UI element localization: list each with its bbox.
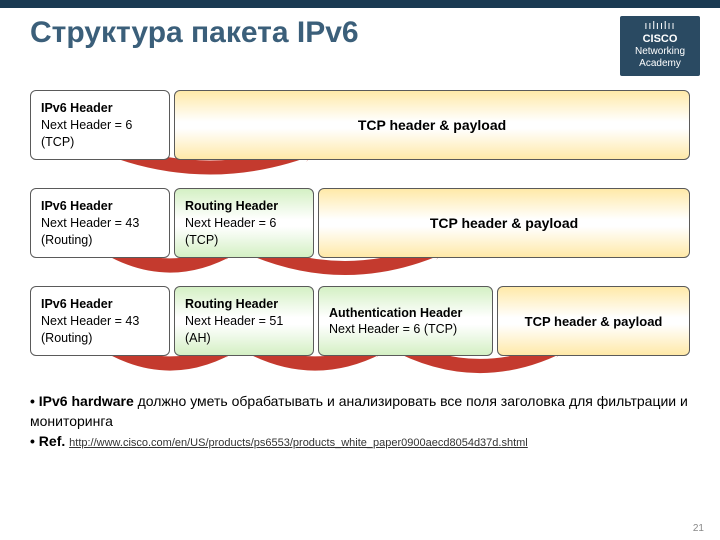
payload-box: TCP header & payload — [497, 286, 690, 356]
box-line1: Next Header = 43 — [41, 313, 159, 330]
box-line2: (TCP) — [185, 232, 303, 249]
header: Структура пакета IPv6 ıılıılıı CISCO Net… — [0, 8, 720, 80]
routing-header-box: Routing Header Next Header = 51 (AH) — [174, 286, 314, 356]
payload-label: TCP header & payload — [525, 314, 663, 329]
notes-section: • IPv6 hardware должно уметь обрабатыват… — [0, 384, 720, 451]
page-number: 21 — [693, 523, 704, 534]
row-3: IPv6 Header Next Header = 43 (Routing) R… — [30, 286, 690, 356]
bullet-2: • Ref. http://www.cisco.com/en/US/produc… — [30, 432, 690, 452]
box-line1: Next Header = 6 (TCP) — [329, 321, 482, 338]
auth-header-box: Authentication Header Next Header = 6 (T… — [318, 286, 493, 356]
row-1: IPv6 Header Next Header = 6 (TCP) TCP he… — [30, 90, 690, 160]
box-title: IPv6 Header — [41, 296, 159, 313]
bullet-1: • IPv6 hardware должно уметь обрабатыват… — [30, 392, 690, 431]
box-line1: Next Header = 51 — [185, 313, 303, 330]
payload-label: TCP header & payload — [430, 215, 578, 231]
box-line2: (Routing) — [41, 330, 159, 347]
bullet1-bold: • IPv6 hardware — [30, 393, 134, 409]
box-title: IPv6 Header — [41, 198, 159, 215]
box-line2: (Routing) — [41, 232, 159, 249]
ref-link[interactable]: http://www.cisco.com/en/US/products/ps65… — [69, 437, 528, 449]
ipv6-header-box: IPv6 Header Next Header = 43 (Routing) — [30, 188, 170, 258]
cisco-bars-icon: ıılıılıı — [630, 20, 690, 33]
box-title: Authentication Header — [329, 305, 482, 322]
logo-sub1: Networking — [630, 46, 690, 58]
box-line2: (AH) — [185, 330, 303, 347]
top-bar — [0, 0, 720, 8]
logo-sub2: Academy — [630, 58, 690, 70]
diagram-area: IPv6 Header Next Header = 6 (TCP) TCP he… — [0, 80, 720, 356]
payload-label: TCP header & payload — [358, 117, 506, 133]
payload-box: TCP header & payload — [318, 188, 690, 258]
cisco-logo: ıılıılıı CISCO Networking Academy — [620, 16, 700, 76]
ipv6-header-box: IPv6 Header Next Header = 43 (Routing) — [30, 286, 170, 356]
logo-brand: CISCO — [630, 33, 690, 46]
bullet2-label: • Ref. — [30, 433, 69, 449]
payload-box: TCP header & payload — [174, 90, 690, 160]
box-title: Routing Header — [185, 198, 303, 215]
box-line1: Next Header = 43 — [41, 215, 159, 232]
box-title: Routing Header — [185, 296, 303, 313]
box-line1: Next Header = 6 — [41, 117, 159, 134]
routing-header-box: Routing Header Next Header = 6 (TCP) — [174, 188, 314, 258]
ipv6-header-box: IPv6 Header Next Header = 6 (TCP) — [30, 90, 170, 160]
page-title: Структура пакета IPv6 — [30, 16, 359, 50]
box-line1: Next Header = 6 — [185, 215, 303, 232]
row-2: IPv6 Header Next Header = 43 (Routing) R… — [30, 188, 690, 258]
box-line2: (TCP) — [41, 134, 159, 151]
box-title: IPv6 Header — [41, 100, 159, 117]
